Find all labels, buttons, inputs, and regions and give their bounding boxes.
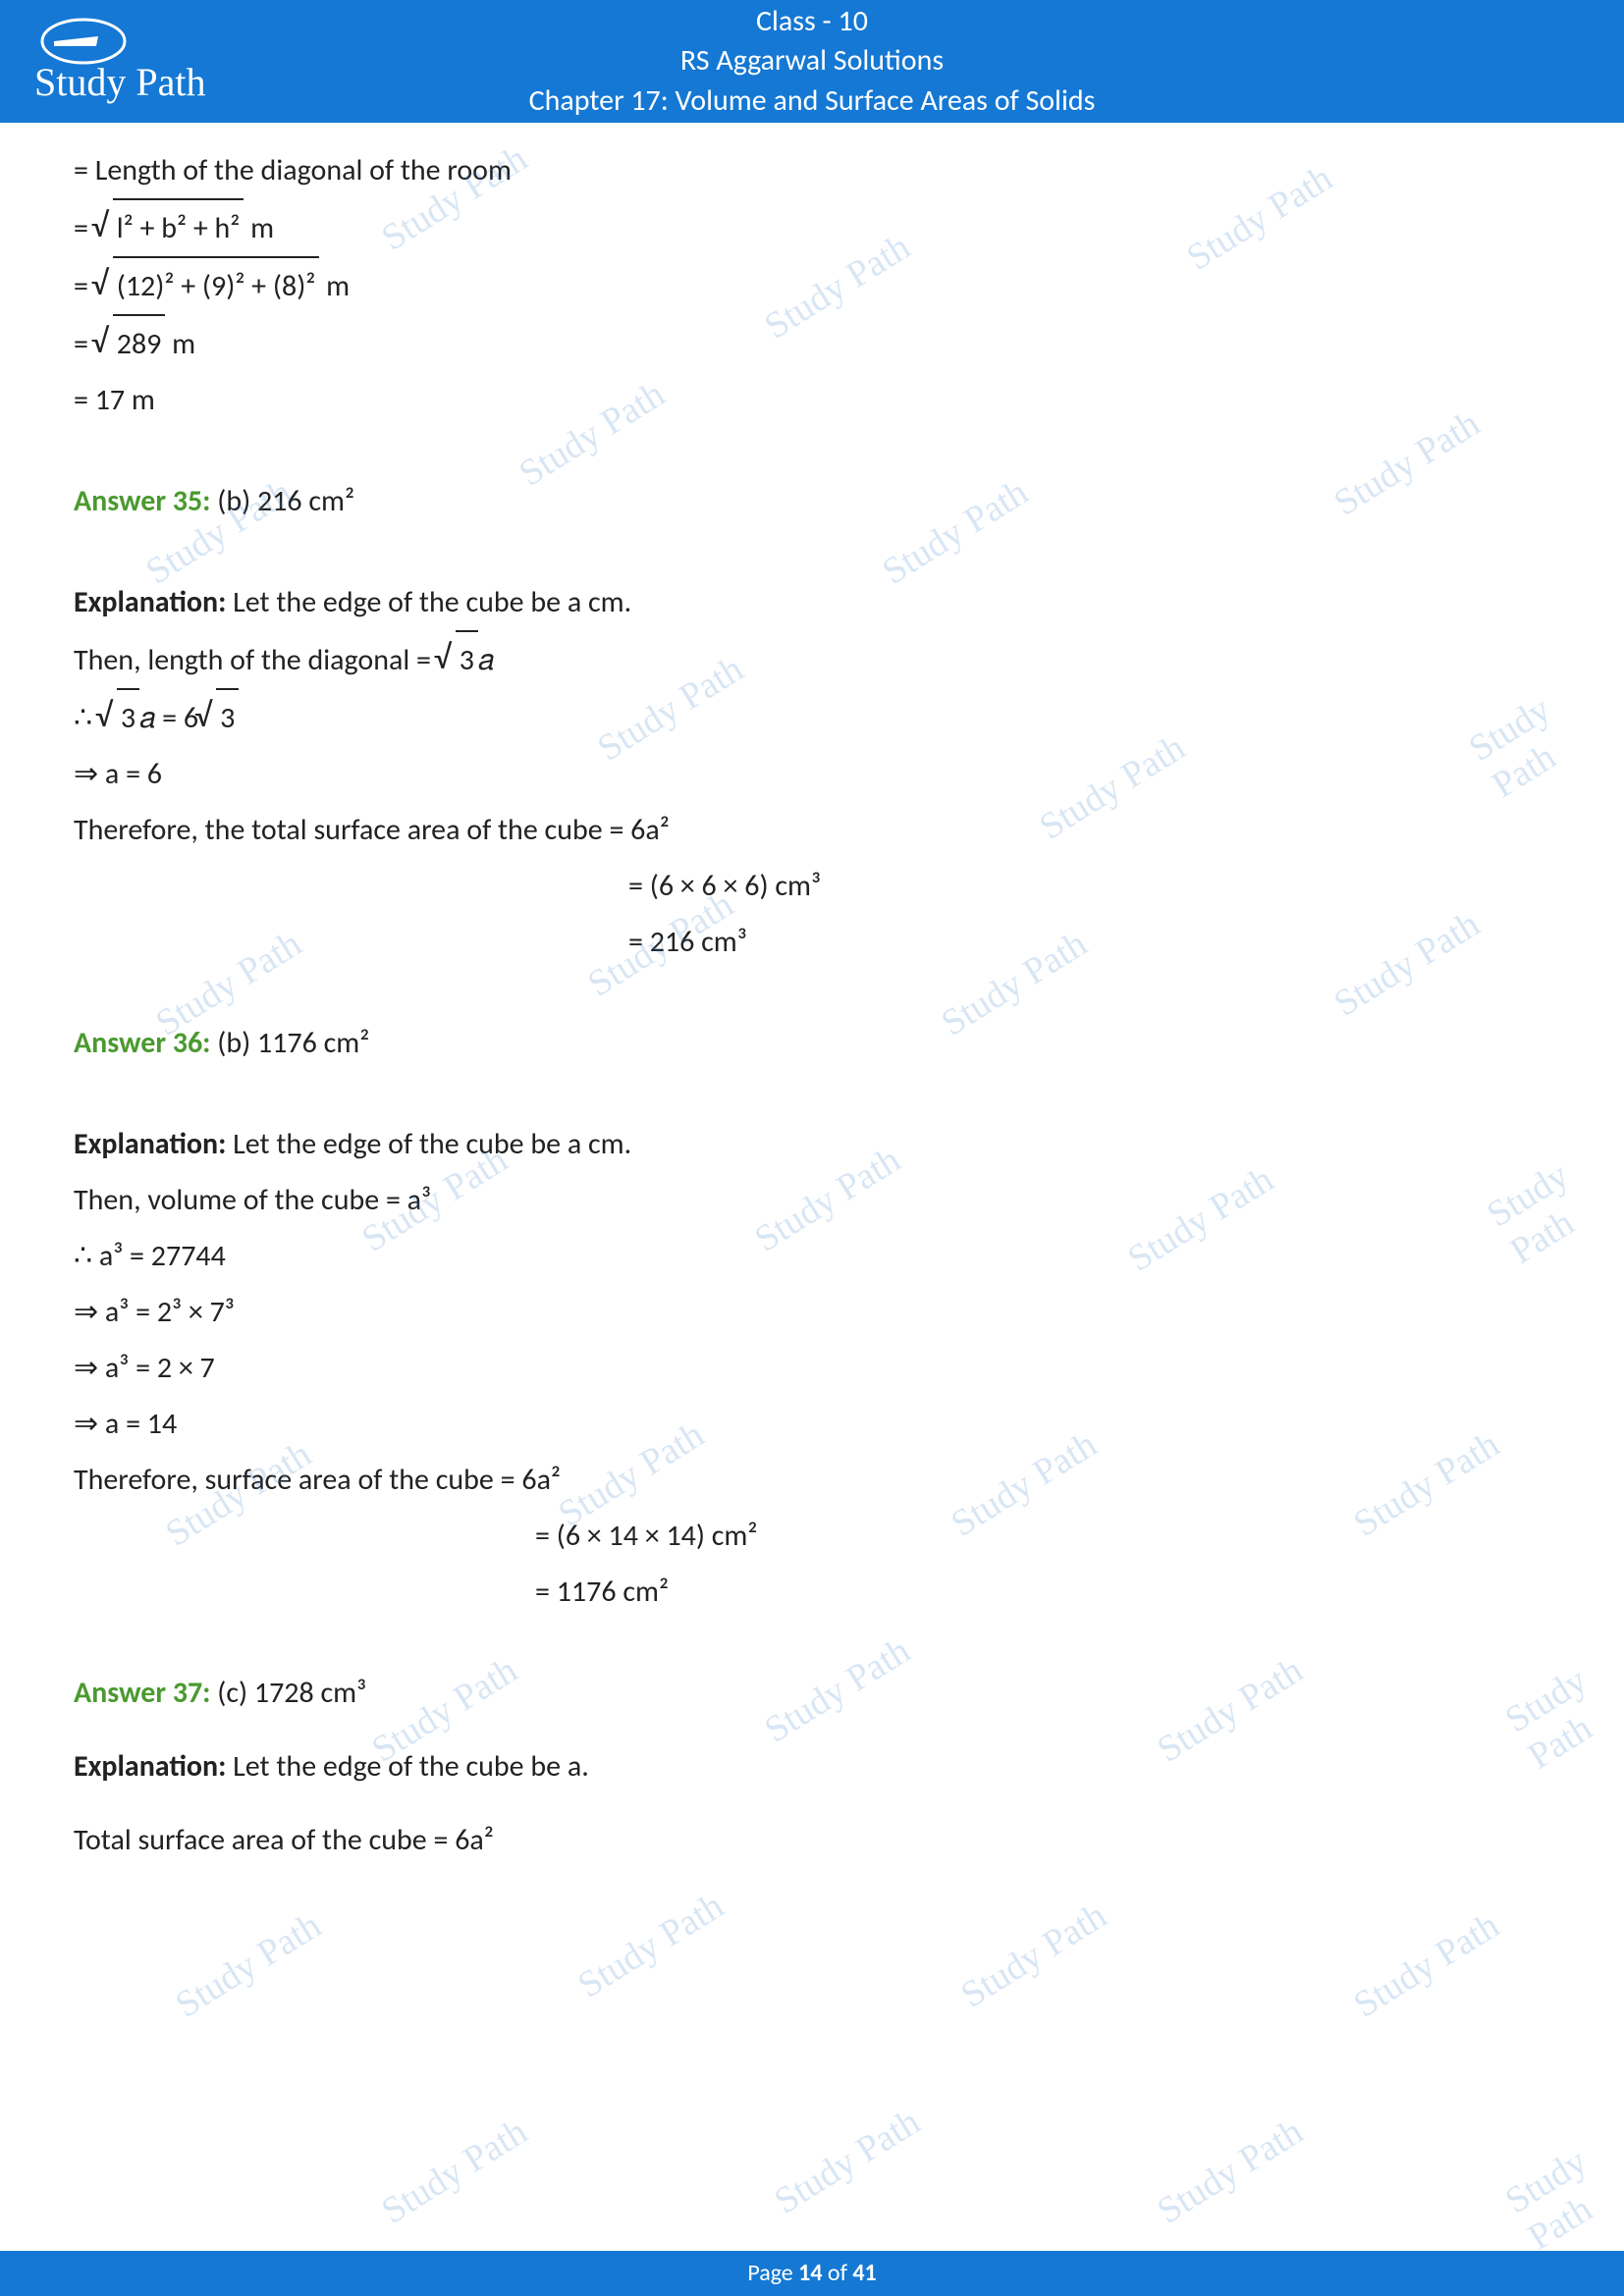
answer-35-a6: ⇒ a = 6 — [74, 746, 1550, 802]
sqrt-289: = 289 m — [74, 314, 1550, 372]
formula-lbh: = l² + b² + h² m — [74, 198, 1550, 256]
answer-36-result: = 1176 cm² — [74, 1564, 1550, 1620]
answer-36-eq2: ⇒ a³ = 2³ × 7³ — [74, 1284, 1550, 1340]
page-header: Study Path Class - 10 RS Aggarwal Soluti… — [0, 0, 1624, 123]
diagonal-room-line: = Length of the diagonal of the room — [74, 142, 1550, 198]
header-titles: Class - 10 RS Aggarwal Solutions Chapter… — [29, 2, 1595, 122]
answer-35-diagonal: Then, length of the diagonal = 3𝑎 — [74, 630, 1550, 688]
page-footer: Page 14 of 41 — [0, 2251, 1624, 2296]
watermark-text: Study Path — [1346, 1903, 1507, 2026]
answer-37-value: (c) 1728 cm³ — [210, 1675, 366, 1711]
answer-35-result: = 216 cm³ — [74, 914, 1550, 970]
answer-35-therefore: ∴ 3𝑎 = 63 — [74, 688, 1550, 746]
answer-36: Answer 36: (b) 1176 cm² — [74, 1015, 1550, 1071]
answer-36-sa: Therefore, surface area of the cube = 6a… — [74, 1452, 1550, 1508]
watermark-text: Study Path — [767, 2100, 928, 2222]
footer-prefix: Page — [747, 2259, 798, 2287]
answer-37: Answer 37: (c) 1728 cm³ — [74, 1665, 1550, 1721]
book-line: RS Aggarwal Solutions — [29, 41, 1595, 81]
answer-35-label: Answer 35: — [74, 483, 210, 519]
answer-36-eq1: ∴ a³ = 27744 — [74, 1228, 1550, 1284]
answer-35-calc: = (6 × 6 × 6) cm³ — [74, 858, 1550, 914]
result-17m: = 17 m — [74, 372, 1550, 428]
answer-36-volume: Then, volume of the cube = a³ — [74, 1172, 1550, 1228]
footer-total: 41 — [852, 2259, 876, 2287]
answer-35-tsa: Therefore, the total surface area of the… — [74, 802, 1550, 858]
watermark-text: Study Path — [1150, 2109, 1311, 2232]
watermark-text: Study Path — [953, 1894, 1114, 2016]
answer-37-explanation: Explanation: Let the edge of the cube be… — [74, 1738, 1550, 1794]
class-line: Class - 10 — [29, 2, 1595, 42]
watermark-text: Study Path — [374, 2109, 535, 2232]
answer-36-explanation: Explanation: Let the edge of the cube be… — [74, 1116, 1550, 1172]
answer-36-label: Answer 36: — [74, 1025, 210, 1061]
answer-36-eq3: ⇒ a³ = 2 × 7 — [74, 1340, 1550, 1396]
formula-substituted: = (12)² + (9)² + (8)² m — [74, 256, 1550, 314]
answer-35-explanation: Explanation: Let the edge of the cube be… — [74, 574, 1550, 630]
logo: Study Path — [29, 12, 206, 115]
answer-36-value: (b) 1176 cm² — [210, 1025, 369, 1061]
study-path-logo-icon: Study Path — [29, 12, 206, 110]
watermark-text: Study Path — [570, 1884, 731, 2006]
content-body: = Length of the diagonal of the room = l… — [0, 123, 1624, 1868]
footer-mid: of — [823, 2259, 853, 2287]
watermark-text: Study Path — [168, 1903, 329, 2026]
watermark-text: Study Path — [1497, 2126, 1624, 2259]
chapter-line: Chapter 17: Volume and Surface Areas of … — [29, 81, 1595, 122]
answer-37-label: Answer 37: — [74, 1675, 210, 1711]
answer-36-calc: = (6 × 14 × 14) cm² — [74, 1508, 1550, 1564]
answer-35-value: (b) 216 cm² — [210, 483, 354, 519]
svg-text:Study Path: Study Path — [34, 60, 205, 104]
answer-36-eq4: ⇒ a = 14 — [74, 1396, 1550, 1452]
answer-35: Answer 35: (b) 216 cm² — [74, 473, 1550, 529]
answer-37-tsa: Total surface area of the cube = 6a² — [74, 1812, 1550, 1868]
footer-page: 14 — [798, 2259, 822, 2287]
